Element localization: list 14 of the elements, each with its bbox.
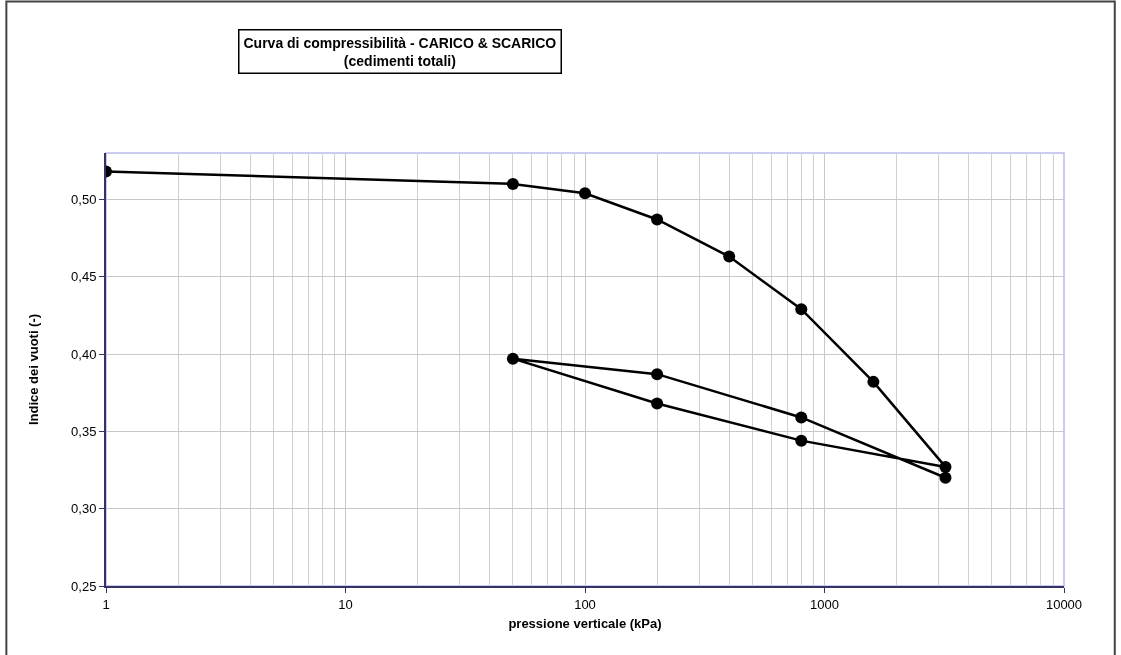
y-tick-label: 0,45 (71, 269, 97, 285)
y-tick-label: 0,25 (71, 578, 97, 594)
y-tick-label: 0,30 (71, 501, 97, 517)
y-tick-label: 0,50 (71, 191, 97, 207)
chart-title: Curva di compressibilità - CARICO & SCARICO (cedimenti totali) (243, 34, 557, 69)
x-tick-label: 10000 (1045, 596, 1083, 612)
x-tick-label: 10 (338, 596, 353, 612)
x-tick-label: 1000 (810, 596, 839, 612)
x-tick-label: 1 (102, 596, 110, 612)
y-tick-label: 0,35 (71, 423, 97, 439)
x-axis-title: pressione verticale (kPa) (508, 615, 662, 631)
x-tick-label: 100 (574, 596, 596, 612)
y-tick-label: 0,40 (71, 346, 97, 362)
y-axis-title: Indice dei vuoti (-) (25, 313, 41, 426)
